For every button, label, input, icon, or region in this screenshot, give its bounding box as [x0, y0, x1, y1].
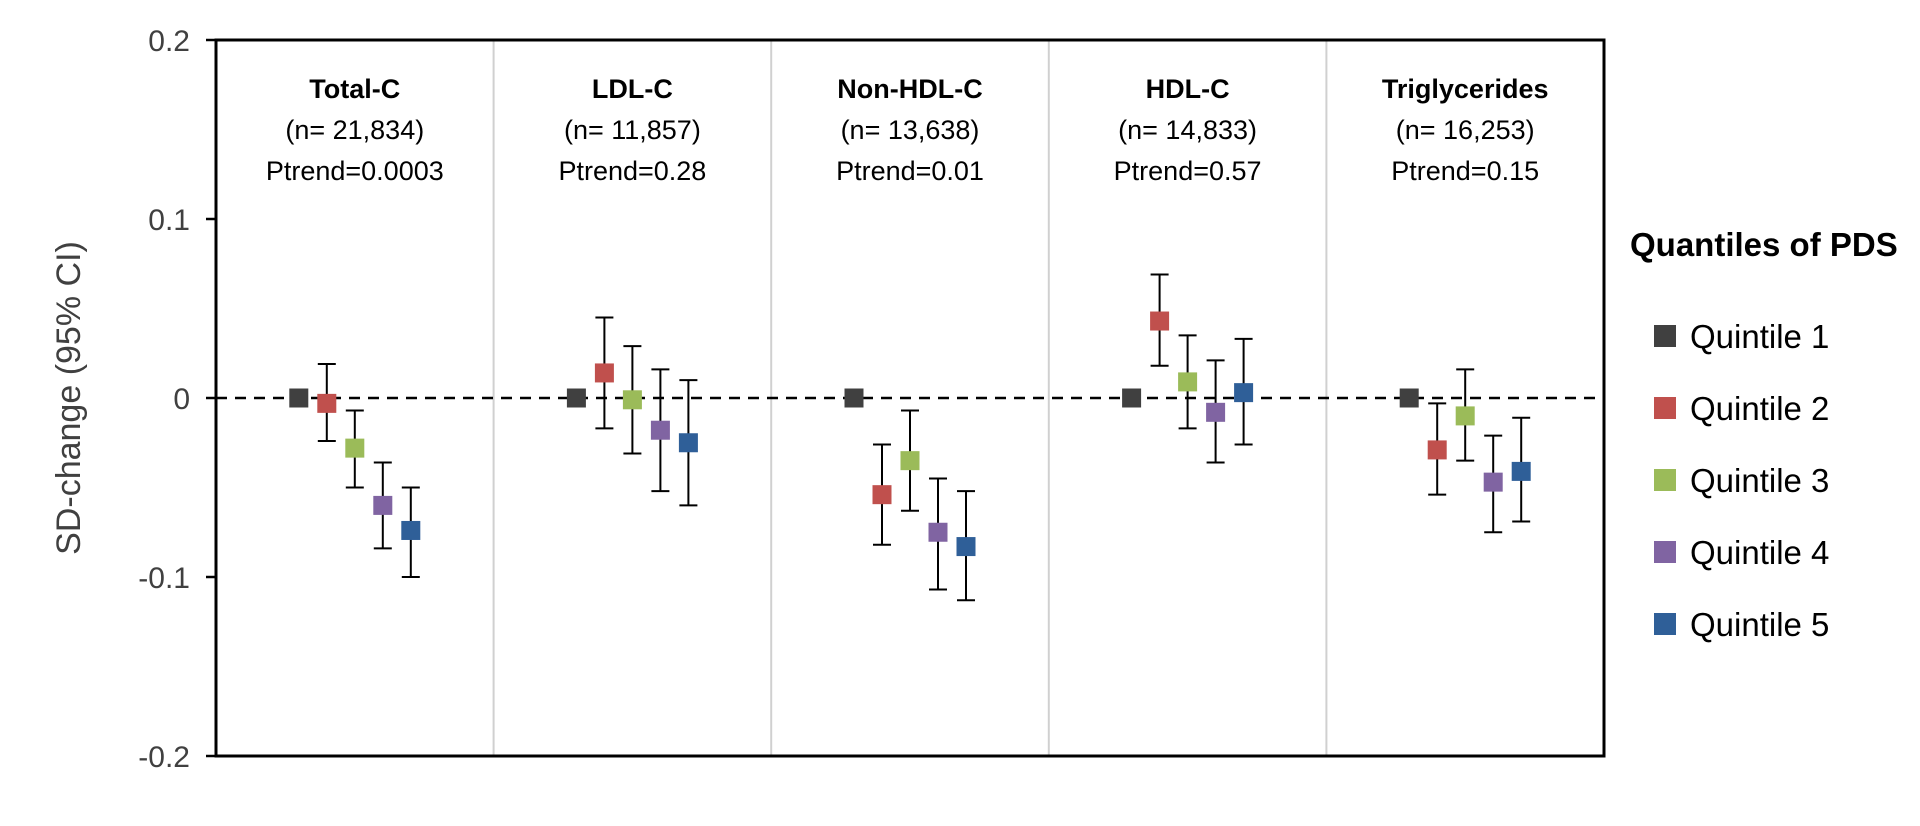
data-point-quintile-4: [1483, 472, 1503, 492]
data-point-quintile-2: [1427, 440, 1447, 460]
data-point-quintile-1: [1122, 388, 1142, 408]
panel-n: (n= 16,253): [1396, 115, 1535, 145]
data-point-quintile-3: [900, 451, 920, 471]
panel-n: (n= 21,834): [285, 115, 424, 145]
panel-n: (n= 14,833): [1118, 115, 1257, 145]
data-point-quintile-4: [928, 522, 948, 542]
legend-entry-label: Quintile 4: [1690, 534, 1829, 571]
panel-title: LDL-C: [592, 74, 673, 104]
panel-ptrend: Ptrend=0.57: [1114, 156, 1262, 186]
legend-entry-label: Quintile 3: [1690, 462, 1829, 499]
panel-title: Total-C: [309, 74, 400, 104]
data-point-quintile-3: [1455, 406, 1475, 426]
panel-title: HDL-C: [1146, 74, 1230, 104]
panel-ptrend: Ptrend=0.0003: [266, 156, 444, 186]
data-point-quintile-2: [872, 485, 892, 505]
legend-swatch: [1654, 613, 1676, 635]
y-tick-label: -0.2: [138, 741, 190, 774]
data-point-quintile-1: [1399, 388, 1419, 408]
panel-n: (n= 13,638): [841, 115, 980, 145]
data-point-quintile-4: [373, 495, 393, 515]
panel-ptrend: Ptrend=0.01: [836, 156, 984, 186]
y-tick-label: 0: [173, 383, 190, 416]
y-axis-label: SD-change (95% CI): [50, 241, 88, 555]
data-point-quintile-5: [1511, 461, 1531, 481]
legend-title: Quantiles of PDS: [1630, 226, 1898, 263]
data-point-quintile-1: [844, 388, 864, 408]
data-point-quintile-3: [622, 390, 642, 410]
panel-ptrend: Ptrend=0.28: [558, 156, 706, 186]
legend-entry-label: Quintile 1: [1690, 318, 1829, 355]
data-point-quintile-1: [566, 388, 586, 408]
data-point-quintile-5: [678, 433, 698, 453]
legend-swatch: [1654, 541, 1676, 563]
data-point-quintile-5: [1234, 383, 1254, 403]
y-tick-label: 0.1: [148, 204, 190, 237]
legend-entry-label: Quintile 5: [1690, 606, 1829, 643]
panel-title: Non-HDL-C: [837, 74, 982, 104]
panel-n: (n= 11,857): [564, 115, 701, 145]
data-point-quintile-2: [317, 393, 337, 413]
data-point-quintile-3: [345, 438, 365, 458]
data-point-quintile-2: [1150, 311, 1170, 331]
data-point-quintile-1: [289, 388, 309, 408]
y-tick-label: -0.1: [138, 562, 190, 595]
data-point-quintile-4: [650, 420, 670, 440]
legend-swatch: [1654, 397, 1676, 419]
y-tick-label: 0.2: [148, 25, 190, 58]
legend-swatch: [1654, 469, 1676, 491]
data-point-quintile-2: [594, 363, 614, 383]
data-point-quintile-5: [956, 537, 976, 557]
data-point-quintile-4: [1206, 402, 1226, 422]
panel-title: Triglycerides: [1382, 74, 1549, 104]
data-point-quintile-5: [401, 520, 421, 540]
panel-ptrend: Ptrend=0.15: [1391, 156, 1539, 186]
legend-swatch: [1654, 325, 1676, 347]
legend-entry-label: Quintile 2: [1690, 390, 1829, 427]
data-point-quintile-3: [1178, 372, 1198, 392]
